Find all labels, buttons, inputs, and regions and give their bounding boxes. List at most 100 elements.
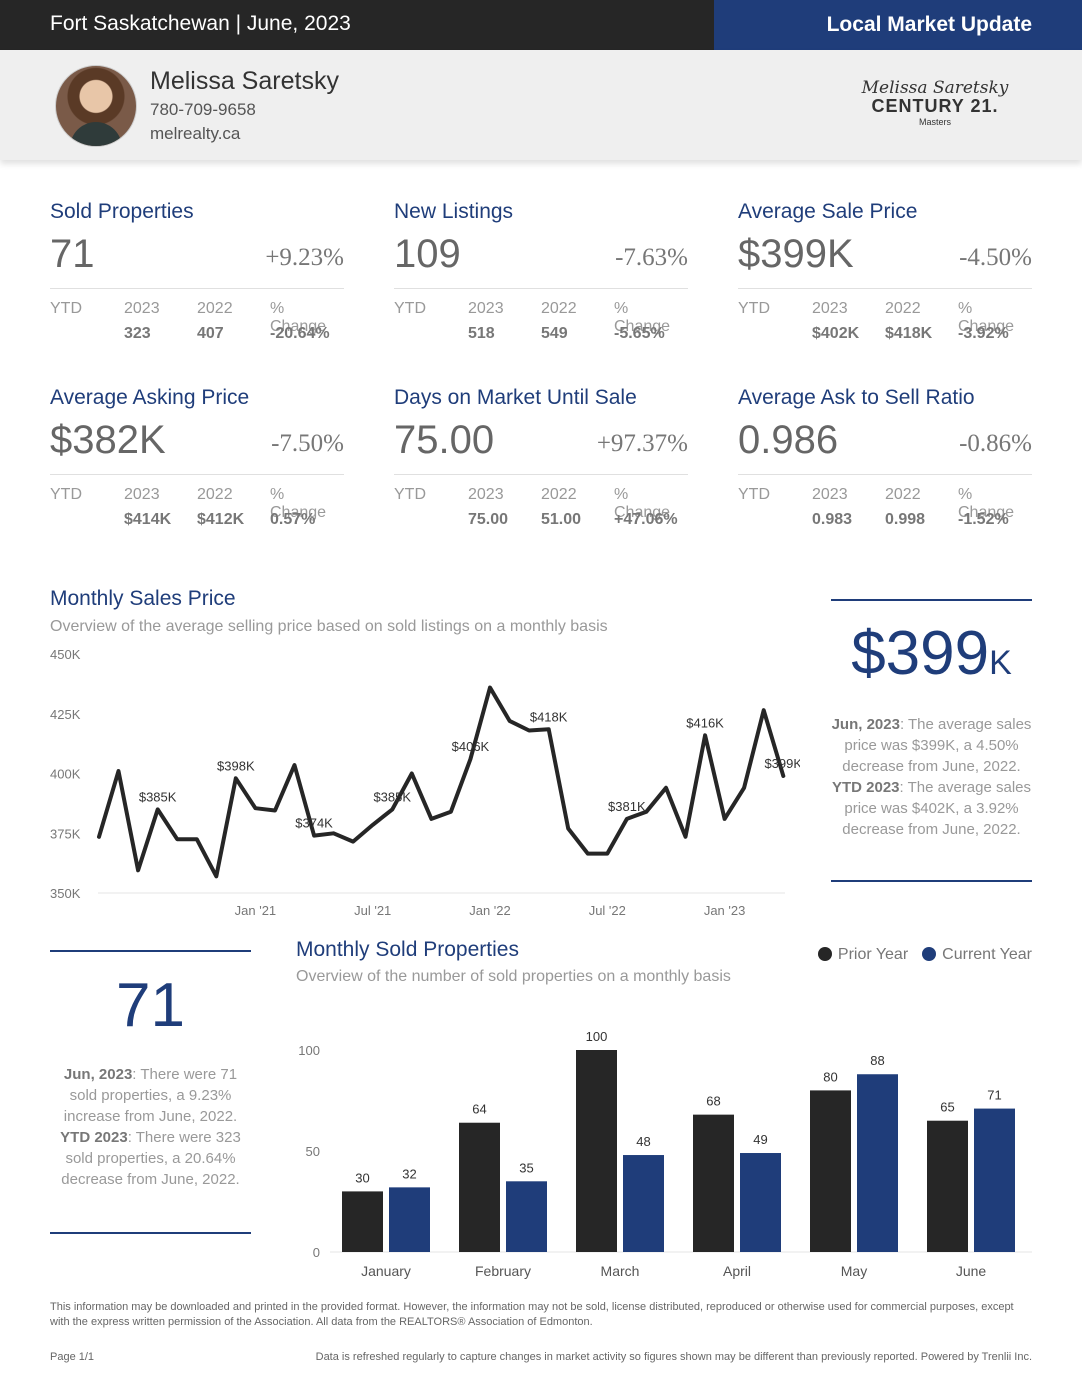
- sales-price-point: [449, 810, 453, 814]
- sales-price-point: [371, 823, 375, 827]
- ytd-label: YTD: [738, 486, 770, 503]
- sold-highlight-value: 71: [116, 971, 185, 1040]
- sold-legend: Prior Year Current Year: [817, 946, 1032, 964]
- stat-card: Days on Market Until Sale 75.00 +97.37% YTD…: [394, 386, 688, 528]
- col-change-label: % Change: [270, 300, 327, 335]
- stat-change: +97.37%: [596, 430, 688, 457]
- col-2023-label: 2023: [124, 486, 160, 503]
- sales-price-point: [293, 763, 296, 767]
- sold-bar-chart: 0 50 100 30 32 January 64 35 February 100 48 March 6…: [298, 1029, 1032, 1279]
- sales-price-point: [742, 786, 746, 790]
- top-bar: Fort Saskatchewan | June, 2023 Local Mar…: [0, 0, 1082, 50]
- ytd-2023-value: $414K: [124, 511, 172, 528]
- stat-card: Average Sale Price $399K -4.50% YTD 2023 2022…: [738, 200, 1032, 342]
- agent-phone: 780-709-9658: [150, 100, 256, 119]
- sales-price-point: [508, 719, 512, 723]
- col-2022-label: 2022: [541, 486, 577, 503]
- sales-price-point: [175, 837, 179, 841]
- current-year-bar: [974, 1108, 1015, 1252]
- col-change-label: % Change: [958, 300, 1015, 335]
- data-label: $406K: [452, 739, 490, 754]
- brand-office: Masters: [918, 117, 951, 127]
- col-2022-label: 2022: [885, 300, 921, 317]
- stat-value: 0.986: [738, 418, 839, 462]
- sales-price-point: [214, 874, 218, 878]
- stat-title: Average Asking Price: [50, 386, 250, 409]
- ytd-2023-value: 0.983: [812, 511, 853, 528]
- col-2023-label: 2023: [468, 300, 504, 317]
- prior-year-bar: [342, 1191, 383, 1252]
- bar-value-label: 65: [940, 1100, 954, 1115]
- price-summary-ytd-body: : The average sales price was $402K, a 3…: [842, 779, 1032, 838]
- sales-price-point: [97, 835, 101, 839]
- col-2022-label: 2022: [197, 300, 233, 317]
- col-change-label: % Change: [614, 486, 671, 521]
- price-summary: Jun, 2023: The average sales price was $…: [831, 714, 1032, 840]
- ytd-change-value: +47.06%: [614, 511, 678, 528]
- price-summary-month: Jun, 2023: [831, 716, 900, 733]
- agent-avatar: [55, 65, 137, 147]
- legend-prior: Prior Year: [817, 946, 908, 964]
- x-tick-label: Jan '22: [469, 903, 511, 918]
- ytd-2022-value: 0.998: [885, 511, 926, 528]
- sales-price-point: [156, 807, 160, 811]
- stat-divider: [50, 474, 344, 475]
- col-2023-label: 2023: [812, 486, 848, 503]
- stat-title: Average Ask to Sell Ratio: [738, 386, 975, 409]
- sold-summary-ytd: YTD 2023: [60, 1129, 128, 1146]
- sales-price-point: [781, 774, 785, 778]
- refresh-note: Data is refreshed regularly to capture c…: [315, 1351, 1032, 1363]
- sales-price-series-line: [97, 685, 786, 879]
- ytd-change-value: 0.57%: [270, 511, 316, 528]
- sold-title: Monthly Sold Properties: [296, 938, 519, 961]
- ytd-label: YTD: [394, 486, 426, 503]
- col-2023-label: 2023: [124, 300, 160, 317]
- sales-price-point: [195, 837, 199, 841]
- ytd-2022-value: 51.00: [541, 511, 582, 528]
- ytd-change-value: -5.65%: [614, 325, 665, 342]
- data-label: $399K: [764, 756, 800, 771]
- data-label: $385K: [373, 789, 411, 804]
- brokerage-logo: Melissa Saretsky CENTURY 21. Masters: [860, 78, 1010, 127]
- brand-name: CENTURY 21.: [871, 96, 999, 116]
- category-label: April: [723, 1263, 751, 1279]
- prior-year-bar: [810, 1090, 851, 1252]
- y-tick-label: 375K: [50, 826, 81, 841]
- data-label: $416K: [686, 715, 724, 730]
- sales-price-point: [762, 708, 766, 712]
- stat-change: -4.50%: [959, 244, 1032, 271]
- sold-summary-month: Jun, 2023: [63, 1066, 133, 1083]
- data-label: $381K: [608, 799, 646, 814]
- ytd-label: YTD: [394, 300, 426, 317]
- agent-name: Melissa Saretsky: [150, 67, 339, 95]
- current-year-bar: [623, 1155, 664, 1252]
- ytd-change-value: -20.64%: [270, 325, 330, 342]
- stat-card: Average Ask to Sell Ratio 0.986 -0.86% YTD 2…: [738, 386, 1032, 528]
- bar-value-label: 32: [402, 1166, 416, 1181]
- data-label: $418K: [530, 709, 568, 724]
- sales-price-line-chart: 350K 375K 400K 425K 450K Jan '21 Jul '21 Jan '2…: [50, 647, 800, 918]
- ytd-change-value: -3.92%: [958, 325, 1009, 342]
- stat-divider: [738, 474, 1032, 475]
- price-panel-bottom-rule: [831, 880, 1032, 882]
- col-change-label: % Change: [614, 300, 671, 335]
- y-tick-label: 450K: [50, 647, 81, 662]
- col-2022-label: 2022: [885, 486, 921, 503]
- col-2022-label: 2022: [197, 486, 233, 503]
- bar-value-label: 68: [706, 1094, 720, 1109]
- bar-value-label: 88: [870, 1053, 884, 1068]
- bar-value-label: 49: [753, 1132, 767, 1147]
- stat-change: +9.23%: [265, 244, 344, 271]
- location-date: Fort Saskatchewan | June, 2023: [50, 12, 351, 35]
- sales-price-point: [684, 835, 687, 839]
- sales-price-point: [312, 834, 316, 838]
- current-year-bar: [857, 1074, 898, 1252]
- sold-panel-bottom-rule: [50, 1232, 251, 1234]
- sales-price-point: [410, 772, 414, 775]
- sold-subtitle: Overview of the number of sold propertie…: [296, 968, 731, 985]
- col-2023-label: 2023: [468, 486, 504, 503]
- y-tick-label: 100: [298, 1043, 320, 1058]
- current-year-bar: [740, 1153, 781, 1252]
- price-summary-month-body: : The average sales price was $399K, a 4…: [842, 716, 1032, 775]
- current-year-bar: [506, 1181, 547, 1252]
